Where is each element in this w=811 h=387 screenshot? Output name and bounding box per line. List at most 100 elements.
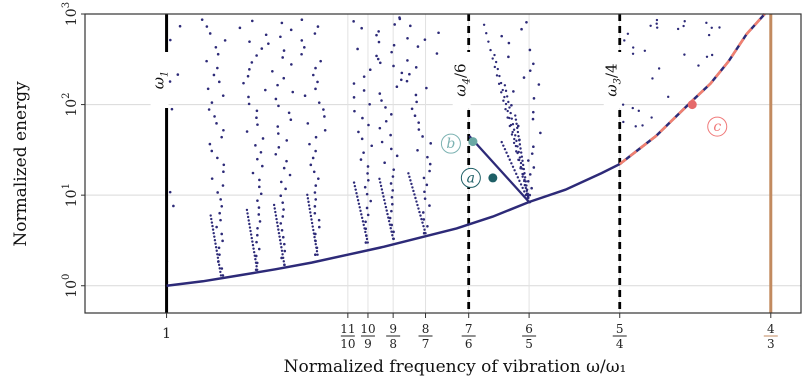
scatter-point xyxy=(259,192,263,196)
point-c-label: c xyxy=(713,119,721,135)
scatter-point xyxy=(370,144,374,148)
scatter-point xyxy=(410,182,413,186)
scatter-point xyxy=(626,32,630,35)
scatter-point xyxy=(275,217,278,221)
scatter-point xyxy=(254,258,257,261)
scatter-point xyxy=(368,68,372,72)
scatter-point xyxy=(277,231,281,235)
scatter-point xyxy=(314,253,317,257)
scatter-point xyxy=(522,179,526,183)
point-a xyxy=(488,173,498,183)
scatter-point xyxy=(509,111,512,115)
scatter-point xyxy=(314,184,318,187)
scatter-point xyxy=(508,106,511,109)
scatter-point xyxy=(289,28,293,32)
scatter-point xyxy=(389,227,392,230)
scatter-point xyxy=(383,198,386,202)
scatter-point xyxy=(365,192,369,196)
scatter-point xyxy=(257,213,261,216)
scatter-point xyxy=(238,26,242,30)
scatter-point xyxy=(379,181,382,184)
scatter-point xyxy=(264,88,267,92)
scatter-point xyxy=(415,200,418,203)
scatter-point xyxy=(649,24,652,27)
scatter-point xyxy=(279,242,282,245)
scatter-point xyxy=(390,230,393,233)
scatter-point xyxy=(516,176,520,179)
scatter-point xyxy=(497,82,501,86)
scatter-point xyxy=(707,33,711,37)
y-tick-label: 103 xyxy=(61,2,80,26)
scatter-point xyxy=(515,122,518,125)
x-tick-denominator: 6 xyxy=(465,337,473,351)
scatter-point xyxy=(705,55,709,59)
scatter-point xyxy=(418,210,421,214)
scatter-point xyxy=(264,33,268,37)
scatter-point xyxy=(312,170,316,174)
scatter-point xyxy=(310,218,313,221)
scatter-point xyxy=(487,40,490,43)
scatter-point xyxy=(310,221,314,225)
vertical-line-label: ω4/6 xyxy=(452,52,473,108)
scatter-point xyxy=(276,125,280,128)
scatter-point xyxy=(219,218,222,222)
scatter-point xyxy=(317,177,320,180)
scatter-point xyxy=(309,214,313,218)
scatter-point xyxy=(256,123,259,126)
scatter-point xyxy=(216,156,219,160)
scatter-point xyxy=(274,214,278,217)
x-tick-numerator: 9 xyxy=(389,322,397,336)
scatter-point xyxy=(213,238,217,242)
scatter-point xyxy=(377,40,381,44)
scatter-point xyxy=(246,212,249,215)
scatter-point xyxy=(272,203,276,207)
scatter-point xyxy=(500,91,503,94)
scatter-point xyxy=(392,168,396,171)
scatter-point xyxy=(516,151,519,155)
scatter-point xyxy=(205,25,209,28)
scatter-point xyxy=(277,228,280,231)
scatter-point xyxy=(258,185,261,189)
scatter-point xyxy=(361,220,365,223)
scatter-point xyxy=(316,253,319,256)
scatter-point xyxy=(422,176,426,180)
scatter-point xyxy=(213,235,216,238)
scatter-point xyxy=(367,179,370,182)
vertical-line-label-bg xyxy=(150,52,169,108)
vertical-line-label-text: ω1 xyxy=(150,71,171,90)
scatter-point xyxy=(363,185,367,189)
scatter-point xyxy=(485,32,488,35)
scatter-point xyxy=(655,26,659,29)
scatter-point xyxy=(525,192,529,195)
scatter-point xyxy=(276,83,279,87)
scatter-point xyxy=(291,90,295,94)
scatter-point xyxy=(380,140,384,144)
scatter-point xyxy=(531,110,535,114)
scatter-point xyxy=(364,220,367,224)
scatter-point xyxy=(504,107,507,111)
scatter-point xyxy=(257,206,261,209)
scatter-point xyxy=(357,130,360,134)
scatter-point xyxy=(247,219,250,222)
vertical-line-label: ω3/4 xyxy=(603,52,624,108)
scatter-point xyxy=(510,133,514,136)
scatter-point xyxy=(655,22,658,25)
scatter-point xyxy=(519,183,523,186)
scatter-point xyxy=(384,106,387,109)
scatter-point xyxy=(253,254,256,257)
grid xyxy=(85,13,801,313)
scatter-point xyxy=(314,198,318,201)
scatter-point xyxy=(362,89,366,92)
scatter-point xyxy=(280,246,283,249)
scatter-point xyxy=(519,151,523,154)
scatter-point xyxy=(222,163,226,167)
scatter-point xyxy=(362,223,365,227)
scatter-point xyxy=(504,102,508,106)
scatter-point xyxy=(258,220,262,223)
vertical-line-label-text: ω4/6 xyxy=(452,63,473,96)
point-b xyxy=(468,137,478,147)
scatter-point xyxy=(217,246,221,250)
point-a-label: a xyxy=(467,170,475,186)
scatter-point xyxy=(212,73,216,77)
scatter-point xyxy=(496,67,499,71)
